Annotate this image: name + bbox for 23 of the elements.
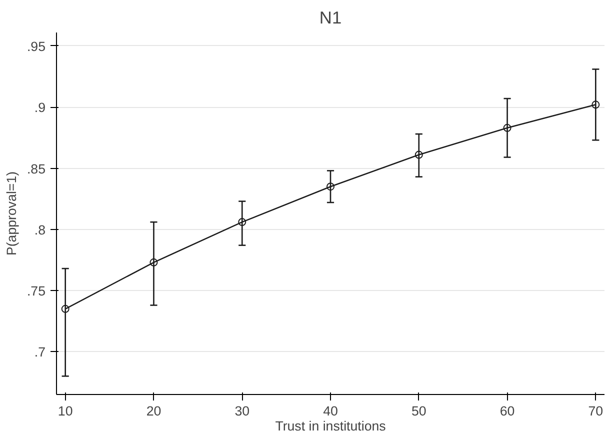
point [61,304,70,313]
x-tick-label: 60 [500,404,515,418]
chart-title: N1 [319,8,342,28]
y-tick-label: .9 [34,100,46,116]
x-tick-label: 20 [146,404,162,418]
x-tick-label: 40 [323,404,338,418]
x-axis-title: Trust in institutions [275,418,386,434]
point [592,100,600,109]
y-tick-label: .75 [26,284,46,299]
x-tick-label: 70 [588,404,604,418]
y-tick-label: .8 [34,222,46,238]
y-axis-title: P(approval=1) [4,171,19,256]
point [503,124,512,132]
x-tick-label: 30 [234,404,250,418]
point [150,258,158,266]
y-tick-label: .7 [34,344,46,360]
x-tick-label: 10 [58,404,73,418]
y-tick-label: .95 [26,38,46,54]
x-tick-label: 50 [411,404,426,418]
point [326,182,334,191]
y-tick-label: .85 [26,161,46,176]
point [238,218,246,226]
point [414,150,423,159]
